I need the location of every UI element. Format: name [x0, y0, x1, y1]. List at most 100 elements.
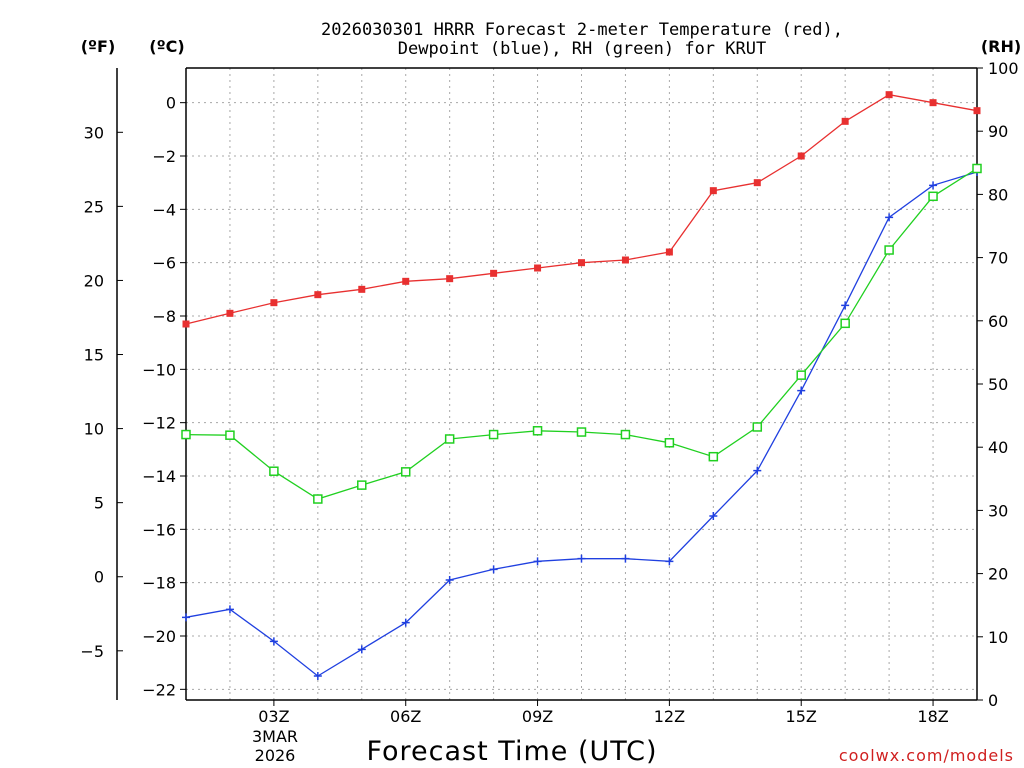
axis-ticks: 0 −2 −4 −6 −8 −10 −12 −14 −16 −18 −20 −22 30 25 20 15 10…: [80, 59, 1018, 726]
celsius-tick-label: −12: [142, 414, 176, 433]
x-tick-label: 09Z: [522, 707, 553, 726]
data-point: [664, 438, 675, 448]
data-point: [621, 256, 629, 264]
rh-unit-label: (RH): [981, 37, 1021, 56]
data-point: [665, 557, 674, 566]
fahrenheit-tick-label: 10: [84, 420, 104, 439]
data-point: [752, 422, 763, 432]
date-label-month: 3MAR: [252, 727, 298, 746]
fahrenheit-tick-label: 25: [84, 197, 104, 216]
data-point: [709, 512, 718, 520]
celsius-tick-label: −6: [152, 254, 176, 273]
celsius-tick-label: 0: [166, 94, 176, 113]
data-point: [269, 466, 279, 476]
celsius-tick-label: −2: [152, 147, 176, 166]
data-point: [928, 191, 938, 202]
rh-tick-label: 50: [988, 375, 1008, 394]
data-point: [620, 429, 631, 440]
rh-tick-label: 60: [988, 312, 1008, 331]
celsius-tick-label: −18: [142, 574, 176, 593]
fahrenheit-tick-label: 15: [84, 346, 104, 365]
chart-title-line2: Dewpoint (blue), RH (green) for KRUT: [398, 39, 766, 59]
data-point: [841, 301, 850, 310]
rh-tick-label: 30: [988, 501, 1008, 520]
data-point: [708, 451, 719, 462]
x-tick-label: 12Z: [654, 707, 685, 726]
data-series: [181, 91, 982, 680]
data-point: [400, 467, 411, 477]
data-point: [797, 152, 805, 160]
rh-tick-label: 20: [988, 565, 1008, 584]
data-point: [797, 386, 806, 395]
rh-tick-label: 100: [988, 59, 1019, 78]
data-point: [488, 429, 499, 440]
data-point: [182, 613, 190, 622]
data-point: [929, 181, 938, 190]
data-point: [885, 91, 893, 99]
rh-tick-label: 70: [988, 249, 1008, 268]
data-point: [314, 291, 322, 299]
data-point: [402, 277, 410, 285]
data-point: [445, 576, 454, 584]
data-point: [358, 285, 366, 293]
data-point: [225, 605, 234, 614]
x-tick-label: 15Z: [786, 707, 817, 726]
celsius-tick-label: −14: [142, 467, 176, 486]
celsius-tick-label: −4: [152, 200, 176, 219]
data-point: [576, 427, 587, 437]
rh-tick-label: 10: [988, 628, 1008, 647]
fahrenheit-tick-label: 20: [84, 271, 104, 290]
x-axis-label: Forecast Time (UTC): [366, 736, 657, 767]
data-point: [269, 637, 278, 646]
data-point: [225, 430, 235, 440]
data-point: [181, 429, 191, 440]
data-point: [578, 259, 585, 267]
data-point: [532, 426, 543, 436]
rh-tick-label: 40: [988, 438, 1008, 457]
celsius-tick-label: −10: [142, 360, 176, 379]
data-point: [753, 466, 762, 475]
data-point: [841, 117, 849, 125]
data-point: [621, 554, 630, 563]
credit-text: coolwx.com/models: [839, 746, 1014, 765]
celsius-tick-label: −22: [142, 680, 176, 699]
data-point: [840, 318, 850, 329]
x-tick-label: 18Z: [917, 707, 948, 726]
rh-tick-label: 0: [988, 691, 998, 710]
data-point: [796, 370, 806, 380]
fahrenheit-tick-label: 5: [94, 494, 104, 513]
chart-title-line1: 2026030301 HRRR Forecast 2-meter Tempera…: [321, 20, 843, 40]
data-point: [444, 434, 455, 444]
data-point: [182, 320, 190, 328]
data-point: [929, 99, 937, 107]
data-point: [490, 269, 498, 277]
data-point: [972, 163, 982, 174]
data-point: [313, 494, 323, 504]
series-rh: [181, 163, 982, 504]
celsius-tick-label: −8: [152, 307, 176, 326]
series-2-meter-temperature: [182, 91, 981, 328]
data-point: [709, 187, 717, 195]
celsius-unit-label: (ºC): [149, 37, 184, 56]
rh-tick-label: 80: [988, 185, 1008, 204]
data-point: [446, 275, 454, 283]
x-tick-label: 03Z: [258, 707, 289, 726]
data-point: [533, 557, 542, 566]
rh-tick-label: 90: [988, 122, 1008, 141]
data-point: [753, 179, 761, 187]
fahrenheit-tick-label: 30: [84, 123, 104, 142]
data-point: [357, 645, 366, 654]
date-label-year: 2026: [255, 746, 296, 765]
celsius-tick-label: −16: [142, 520, 176, 539]
data-point: [577, 554, 586, 563]
data-point: [401, 618, 410, 627]
fahrenheit-unit-label: (ºF): [81, 37, 116, 56]
x-tick-label: 06Z: [390, 707, 421, 726]
data-point: [885, 213, 894, 222]
celsius-tick-label: −20: [142, 627, 176, 646]
data-point: [270, 299, 278, 307]
data-point: [973, 107, 981, 115]
fahrenheit-tick-label: 0: [94, 568, 104, 587]
